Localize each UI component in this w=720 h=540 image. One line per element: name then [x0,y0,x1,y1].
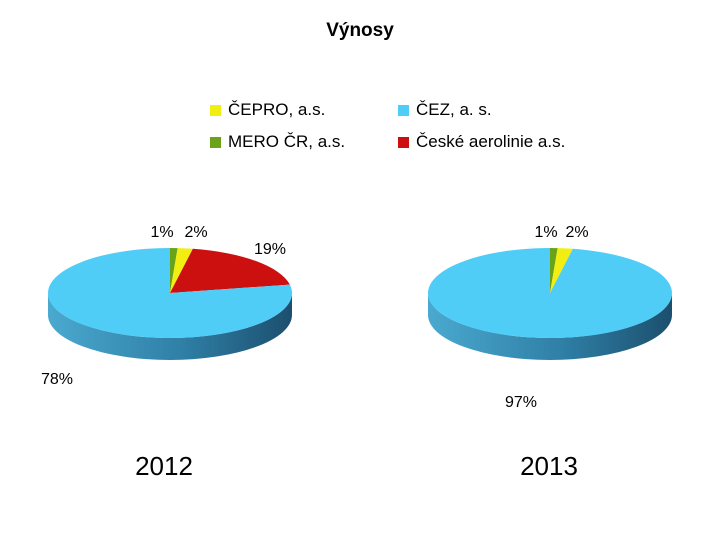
data-label: 19% [254,241,286,258]
data-label: 2% [565,224,588,241]
pie-slice-cez-a-s [47,248,293,338]
pie-slice-mero-cr-a-s [170,248,178,293]
pie-slice-ceske-aerolinie-a-s [170,248,290,293]
pie-slice-cepro-a-s [170,248,193,293]
legend-swatch-cepro [210,104,221,116]
pie-slice-cepro-a-s [550,248,573,293]
pie-2012: 1% 2% 19% 78% [41,224,293,388]
legend-item-csa: České aerolinie a.s. [398,132,565,152]
data-label: 78% [41,371,73,388]
legend: ČEPRO, a.s. ČEZ, a. s. MERO ČR, a.s. Čes… [0,0,720,170]
legend-item-cez: ČEZ, a. s. [398,100,492,120]
pie-side-wall [48,293,292,360]
legend-label-cepro: ČEPRO, a.s. [228,100,326,119]
legend-item-cepro: ČEPRO, a.s. [210,100,325,120]
pie-side-wall [428,293,672,360]
legend-label-csa: České aerolinie a.s. [416,132,566,151]
data-label: 1% [534,224,557,241]
legend-label-cez: ČEZ, a. s. [416,100,492,119]
chart-title: Výnosy [326,20,394,41]
legend-swatch-mero [210,136,221,148]
data-label: 2% [184,224,207,241]
year-label-2013: 2013 [520,451,578,481]
legend-label-mero: MERO ČR, a.s. [228,132,346,151]
pie-slice-cez-a-s [428,248,673,338]
pie-slice-mero-cr-a-s [550,248,558,293]
legend-swatch-csa [398,136,409,148]
data-label: 97% [505,394,537,411]
legend-swatch-cez [398,104,409,116]
year-label-2012: 2012 [135,451,193,481]
data-label: 1% [150,224,173,241]
legend-item-mero: MERO ČR, a.s. [210,132,345,152]
pie-2013: 1% 2% 97% [428,224,673,411]
